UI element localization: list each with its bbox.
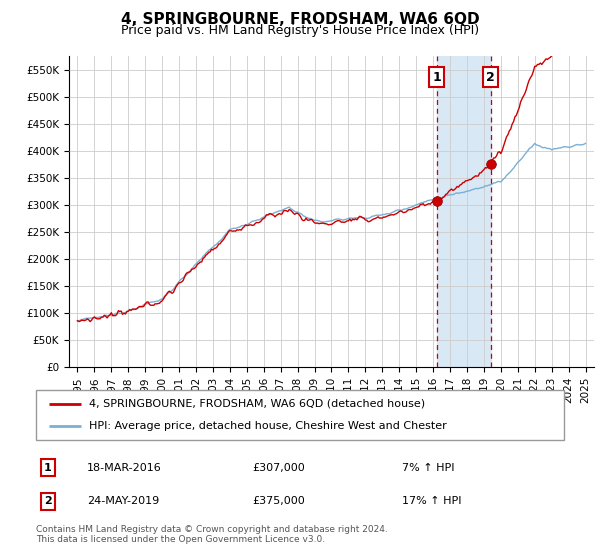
Text: 18-MAR-2016: 18-MAR-2016 xyxy=(87,463,162,473)
Text: £307,000: £307,000 xyxy=(252,463,305,473)
FancyBboxPatch shape xyxy=(36,390,564,440)
Text: 1: 1 xyxy=(432,71,441,83)
Text: 2: 2 xyxy=(44,496,52,506)
Text: 17% ↑ HPI: 17% ↑ HPI xyxy=(402,496,461,506)
Text: 24-MAY-2019: 24-MAY-2019 xyxy=(87,496,159,506)
Text: Contains HM Land Registry data © Crown copyright and database right 2024.
This d: Contains HM Land Registry data © Crown c… xyxy=(36,525,388,544)
Text: 2: 2 xyxy=(486,71,495,83)
Text: 4, SPRINGBOURNE, FRODSHAM, WA6 6QD: 4, SPRINGBOURNE, FRODSHAM, WA6 6QD xyxy=(121,12,479,27)
Text: £375,000: £375,000 xyxy=(252,496,305,506)
Text: HPI: Average price, detached house, Cheshire West and Chester: HPI: Average price, detached house, Ches… xyxy=(89,421,446,431)
Text: 4, SPRINGBOURNE, FRODSHAM, WA6 6QD (detached house): 4, SPRINGBOURNE, FRODSHAM, WA6 6QD (deta… xyxy=(89,399,425,409)
Text: Price paid vs. HM Land Registry's House Price Index (HPI): Price paid vs. HM Land Registry's House … xyxy=(121,24,479,37)
Text: 7% ↑ HPI: 7% ↑ HPI xyxy=(402,463,455,473)
Text: 1: 1 xyxy=(44,463,52,473)
Bar xyxy=(437,56,491,367)
